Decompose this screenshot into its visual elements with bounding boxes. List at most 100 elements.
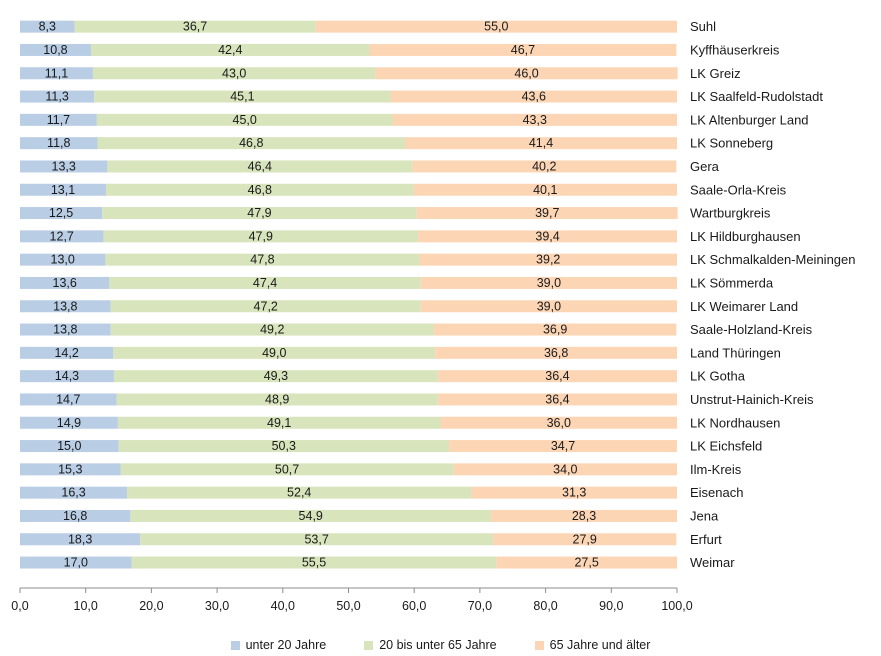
bar-suhl-2: [315, 20, 677, 33]
bar-kyffhaeuserkreis-2: [369, 43, 677, 56]
data-label-erfurt-0: 18,3: [68, 532, 92, 546]
category-label-lk-eichsfeld: LK Eichsfeld: [690, 439, 762, 454]
x-tick-label-9: 90,0: [599, 599, 623, 613]
data-label-lk-soemmerda-1: 47,4: [253, 276, 277, 290]
data-label-lk-weimarer-land-1: 47,2: [254, 299, 278, 313]
legend-item-under-20: unter 20 Jahre: [230, 638, 326, 652]
data-label-lk-saalfeld-rudolstadt-2: 43,6: [522, 90, 546, 104]
data-label-eisenach-2: 31,3: [562, 486, 586, 500]
bar-eisenach-2: [471, 486, 677, 499]
category-label-saale-orla-kreis: Saale-Orla-Kreis: [690, 182, 787, 197]
data-label-unstrut-hainich-kreis-2: 36,4: [545, 392, 569, 406]
data-label-lk-nordhausen-1: 49,1: [267, 416, 291, 430]
data-label-lk-weimarer-land-2: 39,0: [537, 299, 561, 313]
bar-lk-nordhausen-1: [117, 416, 441, 429]
bar-gera-1: [107, 160, 413, 173]
bar-erfurt-0: [20, 533, 141, 546]
bar-wartburgkreis-2: [416, 207, 678, 220]
data-label-lk-nordhausen-0: 14,9: [57, 416, 81, 430]
legend-swatch-65-plus: [534, 640, 544, 650]
category-label-ilm-kreis: Ilm-Kreis: [690, 462, 742, 477]
data-label-saale-orla-kreis-2: 40,1: [533, 183, 557, 197]
legend-item-20-to-65: 20 bis unter 65 Jahre: [364, 638, 497, 652]
data-label-lk-sonneberg-0: 11,8: [47, 136, 70, 150]
bar-lk-altenburger-land-2: [392, 113, 677, 126]
bar-suhl-0: [20, 20, 75, 33]
category-label-land-thueringen: Land Thüringen: [690, 345, 781, 360]
bar-erfurt-1: [140, 533, 494, 546]
category-label-lk-schmalkalden-meiningen: LK Schmalkalden-Meiningen: [690, 252, 855, 267]
data-label-lk-saalfeld-rudolstadt-1: 45,1: [230, 90, 254, 104]
bar-lk-sonneberg-1: [97, 137, 406, 150]
data-label-unstrut-hainich-kreis-0: 14,7: [56, 392, 80, 406]
data-label-kyffhaeuserkreis-0: 10,8: [43, 43, 67, 57]
category-label-erfurt: Erfurt: [690, 532, 722, 547]
data-label-lk-gotha-1: 49,3: [264, 369, 288, 383]
bar-weimar-1: [131, 556, 497, 569]
category-label-lk-saalfeld-rudolstadt: LK Saalfeld-Rudolstadt: [690, 89, 823, 104]
x-tick-label-7: 70,0: [468, 599, 492, 613]
bar-wartburgkreis-1: [102, 207, 417, 220]
data-label-jena-0: 16,8: [63, 509, 87, 523]
x-tick-label-2: 20,0: [139, 599, 163, 613]
category-label-kyffhaeuserkreis: Kyffhäuserkreis: [690, 42, 780, 57]
category-labels: Suhl Kyffhäuserkreis LK Greiz LK Saalfeld-R…: [690, 19, 855, 570]
data-label-lk-hildburghausen-1: 47,9: [249, 229, 273, 243]
data-label-land-thueringen-0: 14,2: [54, 346, 78, 360]
category-label-gera: Gera: [690, 159, 720, 174]
category-label-weimar: Weimar: [690, 555, 735, 570]
bar-lk-gotha-2: [437, 370, 677, 383]
data-label-unstrut-hainich-kreis-1: 48,9: [265, 392, 289, 406]
data-label-lk-schmalkalden-meiningen-2: 39,2: [536, 253, 560, 267]
data-label-kyffhaeuserkreis-2: 46,7: [511, 43, 535, 57]
bar-lk-soemmerda-1: [109, 276, 421, 289]
bar-lk-eichsfeld-2: [449, 440, 677, 453]
bar-lk-sonneberg-0: [20, 137, 98, 150]
data-label-wartburgkreis-1: 47,9: [247, 206, 271, 220]
x-tick-label-0: 0,0: [11, 599, 28, 613]
category-label-unstrut-hainich-kreis: Unstrut-Hainich-Kreis: [690, 392, 814, 407]
data-label-wartburgkreis-0: 12,5: [49, 206, 73, 220]
bar-jena-0: [20, 509, 131, 522]
data-label-lk-hildburghausen-0: 12,7: [50, 229, 74, 243]
bar-lk-nordhausen-2: [440, 416, 677, 429]
data-label-lk-altenburger-land-0: 11,7: [47, 113, 70, 127]
bar-eisenach-1: [127, 486, 472, 499]
data-label-land-thueringen-1: 49,0: [262, 346, 286, 360]
bar-saale-holzland-kreis-1: [110, 323, 434, 336]
bar-suhl-1: [74, 20, 316, 33]
data-label-lk-eichsfeld-0: 15,0: [57, 439, 81, 453]
bar-lk-schmalkalden-meiningen-0: [20, 253, 106, 266]
bar-saale-holzland-kreis-0: [20, 323, 111, 336]
bar-unstrut-hainich-kreis-2: [437, 393, 677, 406]
data-label-saale-holzland-kreis-2: 36,9: [543, 323, 567, 337]
category-label-saale-holzland-kreis: Saale-Holzland-Kreis: [690, 322, 813, 337]
x-axis: 0,0 10,0 20,0 30,0 40,0 50,0 60,0 70,0 80,0 90,0 1…: [11, 587, 693, 613]
bar-lk-greiz-2: [375, 67, 678, 80]
data-label-weimar-0: 17,0: [64, 556, 88, 570]
category-label-suhl: Suhl: [690, 19, 716, 34]
bar-lk-saalfeld-rudolstadt-2: [390, 90, 677, 103]
data-label-ilm-kreis-2: 34,0: [553, 462, 577, 476]
x-tick-label-6: 60,0: [402, 599, 426, 613]
bar-lk-schmalkalden-meiningen-1: [105, 253, 420, 266]
data-label-jena-2: 28,3: [572, 509, 596, 523]
data-label-gera-0: 13,3: [52, 159, 76, 173]
data-label-suhl-0: 8,3: [39, 20, 56, 34]
data-label-erfurt-2: 27,9: [573, 532, 597, 546]
bar-lk-gotha-0: [20, 370, 114, 383]
bar-saale-holzland-kreis-2: [433, 323, 677, 336]
data-label-lk-sonneberg-2: 41,4: [529, 136, 553, 150]
bar-eisenach-0: [20, 486, 128, 499]
bar-lk-gotha-1: [113, 370, 438, 383]
data-label-saale-orla-kreis-1: 46,8: [248, 183, 272, 197]
bar-gera-2: [412, 160, 677, 173]
data-label-lk-greiz-1: 43,0: [222, 66, 246, 80]
data-label-weimar-2: 27,5: [574, 556, 598, 570]
bar-land-thueringen-0: [20, 346, 114, 359]
bar-lk-weimarer-land-0: [20, 300, 111, 313]
bar-lk-nordhausen-0: [20, 416, 118, 429]
bar-ilm-kreis-2: [453, 463, 677, 476]
bar-saale-orla-kreis-0: [20, 183, 107, 196]
data-label-ilm-kreis-1: 50,7: [275, 462, 299, 476]
